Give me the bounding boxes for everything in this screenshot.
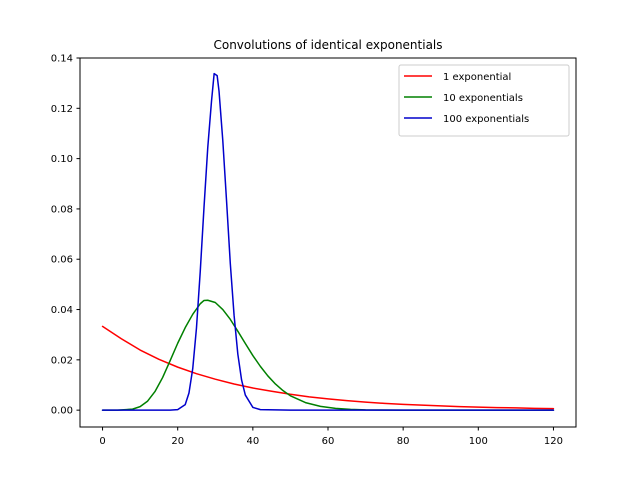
legend-label-2: 10 exponentials	[443, 93, 523, 104]
x-tick-label: 0	[99, 436, 105, 447]
x-tick-label: 20	[171, 436, 184, 447]
y-axis: 0.00 0.02 0.04 0.06 0.08 0.10 0.12 0.14	[51, 54, 80, 417]
legend: 1 exponential 10 exponentials 100 exponent…	[398, 64, 570, 137]
y-tick-label: 0.02	[51, 355, 73, 366]
series-line-3	[101, 72, 555, 411]
y-tick-label: 0.06	[51, 255, 73, 266]
legend-label-1: 1 exponential	[443, 72, 511, 83]
x-tick-label: 60	[322, 436, 335, 447]
y-tick-label: 0.08	[51, 204, 73, 215]
x-tick-label: 80	[397, 436, 410, 447]
x-tick-label: 40	[246, 436, 259, 447]
y-tick-label: 0.10	[51, 154, 73, 165]
chart-title: Convolutions of identical exponentials	[213, 38, 442, 52]
legend-label-3: 100 exponentials	[443, 114, 529, 125]
x-tick-label: 100	[469, 436, 488, 447]
y-tick-label: 0.12	[51, 104, 73, 115]
y-tick-label: 0.00	[51, 406, 73, 417]
y-tick-label: 0.04	[51, 305, 73, 316]
x-tick-label: 120	[544, 436, 563, 447]
x-axis: 0 20 40 60 80 100 120	[99, 427, 563, 447]
series-line-1	[101, 325, 555, 410]
legend-box	[398, 64, 570, 137]
series-layer	[101, 72, 555, 411]
y-tick-label: 0.14	[51, 54, 73, 65]
